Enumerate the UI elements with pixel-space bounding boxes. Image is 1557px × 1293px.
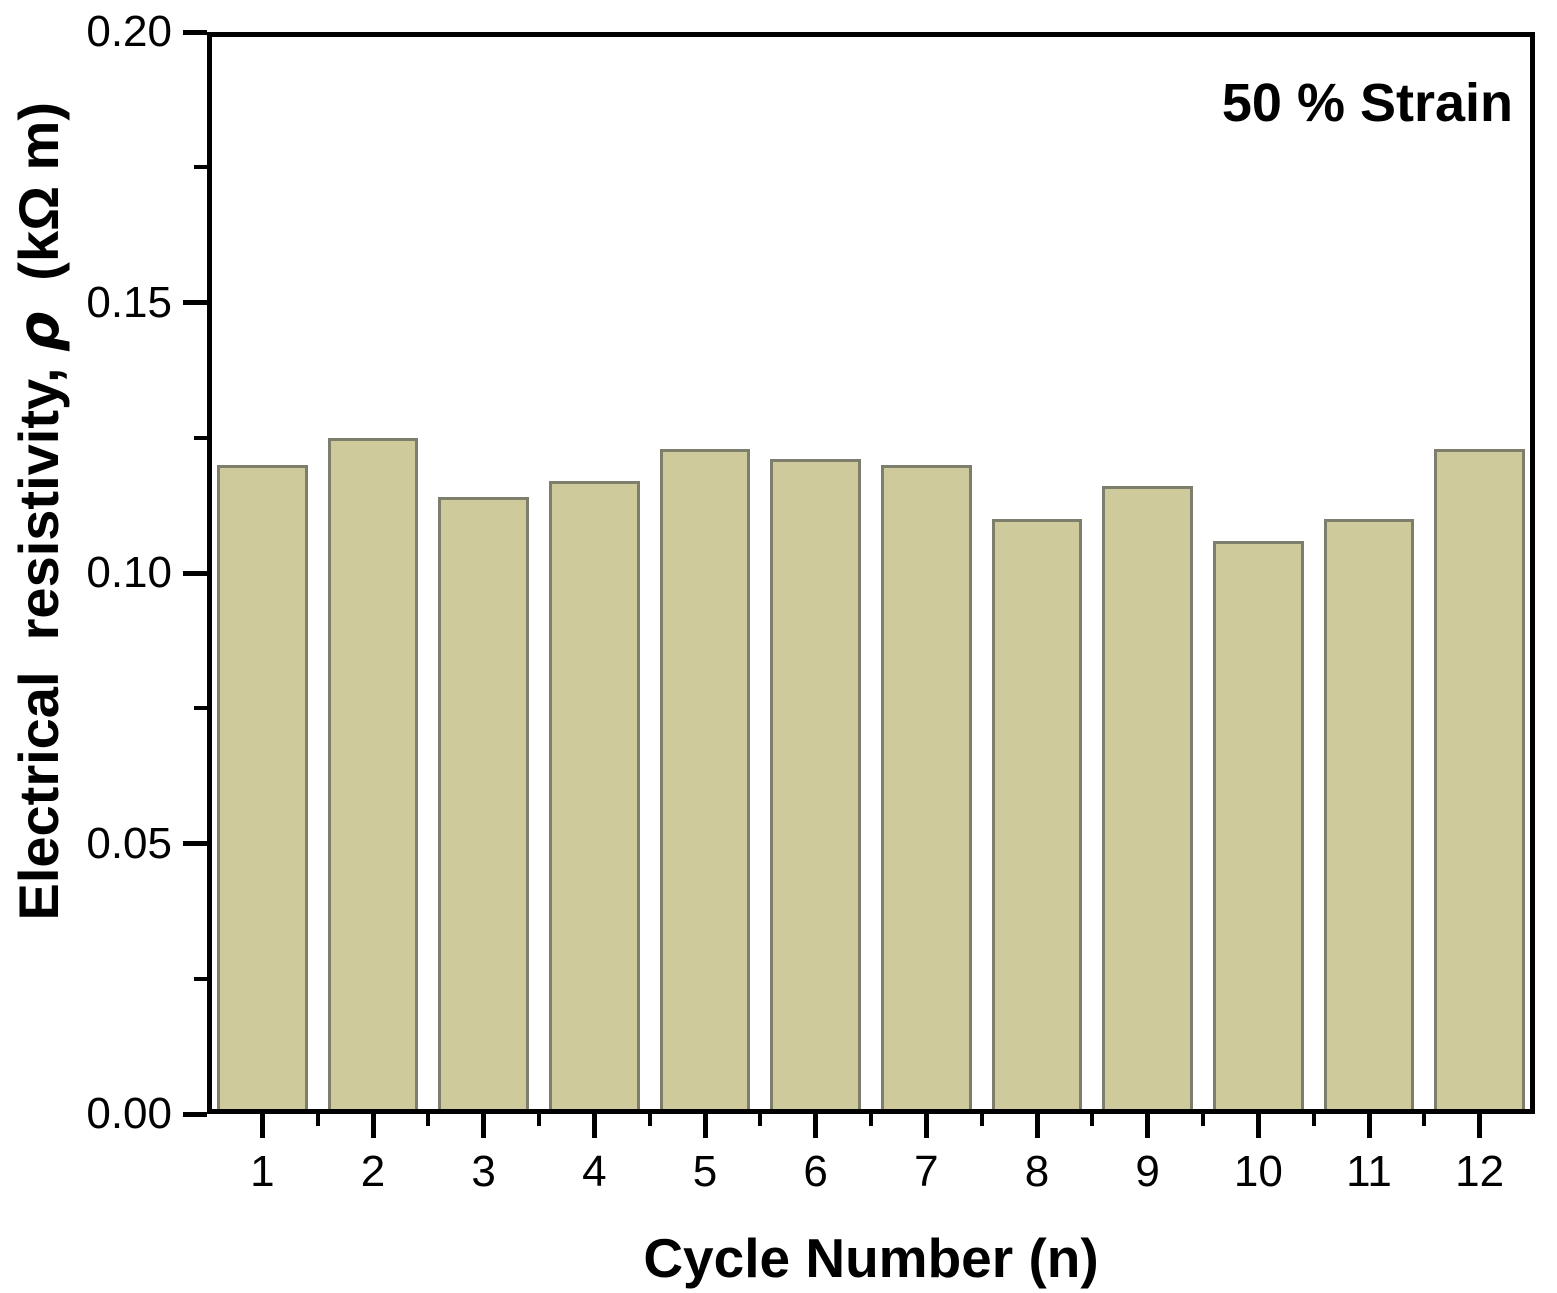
bar — [216, 464, 308, 1114]
x-tick-label: 10 — [1233, 1147, 1283, 1196]
y-minor-tick — [194, 435, 207, 440]
y-tick-label: 0.15 — [86, 277, 172, 327]
y-tick-label: 0.20 — [86, 7, 172, 56]
bar — [438, 497, 530, 1114]
bar — [991, 518, 1083, 1114]
y-tick-label: 0.05 — [86, 818, 172, 868]
y-tick-label: 0.00 — [86, 1089, 172, 1138]
x-tick-label: 7 — [914, 1147, 939, 1196]
y-major-tick — [183, 841, 207, 846]
x-major-tick — [923, 1114, 929, 1138]
x-tick-label: 1 — [250, 1147, 275, 1196]
x-minor-tick — [315, 1114, 320, 1126]
x-tick-label: 6 — [803, 1147, 828, 1196]
x-axis-line — [207, 1109, 1535, 1114]
x-minor-tick — [537, 1114, 541, 1126]
bar — [548, 481, 640, 1114]
y-minor-tick — [194, 976, 207, 981]
y-major-tick — [183, 1111, 207, 1117]
x-major-tick — [1145, 1114, 1151, 1138]
x-minor-tick — [426, 1114, 431, 1126]
x-axis-title: Cycle Number (n) — [643, 1227, 1099, 1289]
x-tick-label: 9 — [1135, 1147, 1160, 1196]
bar — [1323, 518, 1415, 1114]
y-major-tick — [183, 570, 207, 576]
y-tick-label: 0.10 — [86, 548, 172, 597]
x-minor-tick — [647, 1114, 652, 1126]
x-minor-tick — [1090, 1114, 1095, 1126]
bar — [1434, 448, 1526, 1114]
bar — [327, 437, 419, 1114]
x-major-tick — [481, 1114, 487, 1138]
x-tick-label: 11 — [1346, 1147, 1392, 1196]
x-major-tick — [370, 1114, 376, 1138]
x-tick-label: 12 — [1455, 1147, 1505, 1196]
x-major-tick — [702, 1114, 708, 1138]
x-major-tick — [1366, 1114, 1372, 1138]
annotation-strain: 50 % Strain — [1221, 73, 1513, 133]
x-tick-label: 2 — [360, 1147, 386, 1196]
y-major-tick — [183, 300, 207, 305]
x-major-tick — [1255, 1114, 1261, 1138]
bar — [770, 459, 862, 1114]
top-axis-line — [207, 32, 1535, 37]
right-axis-line — [1530, 32, 1535, 1114]
x-minor-tick — [1201, 1114, 1205, 1126]
y-minor-tick — [194, 706, 207, 711]
x-tick-label: 3 — [471, 1147, 496, 1196]
x-major-tick — [1034, 1114, 1040, 1138]
x-minor-tick — [758, 1114, 763, 1126]
x-tick-label: 4 — [582, 1147, 607, 1196]
y-minor-tick — [194, 165, 207, 170]
x-major-tick — [591, 1114, 597, 1138]
plot-area: 50 % Strain Cycle Number (n) Electrical … — [7, 10, 1535, 1289]
x-major-tick — [259, 1114, 265, 1138]
bar — [1102, 486, 1194, 1114]
x-minor-tick — [1422, 1114, 1427, 1126]
x-minor-tick — [869, 1114, 873, 1126]
x-minor-tick — [1311, 1114, 1316, 1126]
bar — [880, 464, 972, 1114]
x-tick-label: 8 — [1024, 1147, 1050, 1196]
bar — [1212, 540, 1304, 1114]
y-major-tick — [183, 29, 207, 35]
x-major-tick — [1477, 1114, 1483, 1138]
x-minor-tick — [979, 1114, 984, 1126]
x-major-tick — [813, 1114, 819, 1138]
bar — [659, 448, 751, 1114]
x-tick-label: 5 — [692, 1147, 718, 1196]
y-axis-line — [207, 32, 212, 1114]
